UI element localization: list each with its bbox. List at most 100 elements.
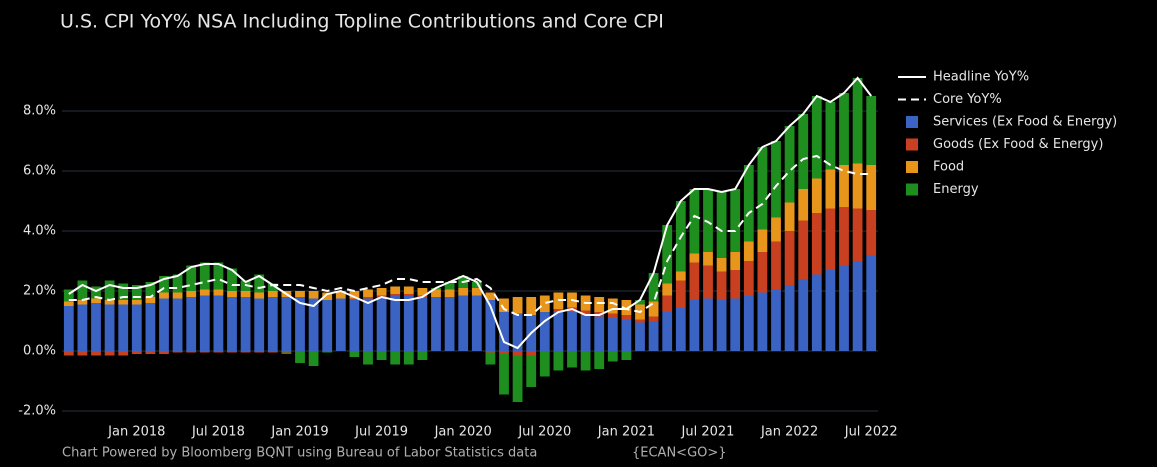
bar-segment xyxy=(63,351,74,356)
y-tick-label: 4.0% xyxy=(23,224,56,239)
bar-segment xyxy=(784,285,795,351)
bar-segment xyxy=(852,208,863,261)
bar-segment xyxy=(240,351,251,353)
bar-segment xyxy=(852,163,863,209)
bar-segment xyxy=(431,297,441,351)
bar-segment xyxy=(335,291,346,299)
bar-segment xyxy=(811,213,822,275)
bar-segment xyxy=(757,229,768,252)
bar-segment xyxy=(91,298,101,303)
bar-segment xyxy=(621,319,632,351)
bar-segment xyxy=(866,96,877,165)
footer: Chart Powered by Bloomberg BQNT using Bu… xyxy=(62,446,537,461)
bar-segment xyxy=(839,165,849,207)
bar-segment xyxy=(254,292,265,299)
bar-segment xyxy=(104,280,115,300)
bar-segment xyxy=(607,318,618,351)
legend-swatch xyxy=(906,138,918,151)
bar-segment xyxy=(186,297,197,351)
bar-segment xyxy=(444,282,455,290)
bar-segment xyxy=(417,288,428,296)
bar-segment xyxy=(703,189,713,252)
legend-label: Energy xyxy=(933,182,979,197)
bar-segment xyxy=(716,300,727,351)
bar-segment xyxy=(771,217,781,242)
bar-segment xyxy=(485,351,496,353)
bar-segment xyxy=(254,274,265,293)
bar-segment xyxy=(281,351,292,353)
bar-segment xyxy=(145,351,156,354)
x-tick-label: Jan 2018 xyxy=(107,425,165,440)
y-tick-label: 0.0% xyxy=(23,344,56,359)
line xyxy=(68,76,872,350)
x-tick-label: Jul 2019 xyxy=(354,425,408,440)
bar-segment xyxy=(852,78,863,164)
bar-segment xyxy=(798,279,809,351)
bar-segment xyxy=(580,310,591,315)
bar-segment xyxy=(866,255,877,351)
bar-segment xyxy=(335,298,346,351)
bar-segment xyxy=(662,295,673,312)
legend-label: Headline YoY% xyxy=(933,70,1029,85)
bar-segment xyxy=(295,291,305,297)
bar-segment xyxy=(403,286,414,294)
bar-segment xyxy=(675,280,686,308)
bar-segment xyxy=(118,300,129,305)
bar-segment xyxy=(526,351,537,356)
bar-segment xyxy=(607,298,618,314)
bar-segment xyxy=(784,126,795,203)
bar-segment xyxy=(104,304,115,351)
bar-segment xyxy=(757,252,768,293)
bar-segment xyxy=(730,270,741,299)
bar-segment xyxy=(743,295,754,351)
bar-segment xyxy=(308,351,319,366)
legend-swatch xyxy=(906,183,918,196)
bar-segment xyxy=(159,351,169,354)
ticker: {ECAN<GO>} xyxy=(632,446,727,461)
bar-segment xyxy=(363,297,373,299)
bar-segment xyxy=(743,241,754,261)
bar-segment xyxy=(281,297,292,351)
bar-segment xyxy=(553,351,564,371)
bar-segment xyxy=(145,303,156,351)
bar-segment xyxy=(553,312,564,351)
bar-segment xyxy=(635,322,645,351)
x-tick-label: Jul 2021 xyxy=(681,425,735,440)
bar-segment xyxy=(539,312,550,351)
bar-segment xyxy=(267,297,278,351)
bar-segment xyxy=(662,225,673,284)
x-tick-label: Jul 2022 xyxy=(844,425,898,440)
bar-segment xyxy=(159,298,169,351)
bar-segment xyxy=(716,258,727,272)
bar-segment xyxy=(485,292,496,300)
bar-segment xyxy=(403,295,414,351)
bar-segment xyxy=(635,319,645,323)
bar-segment xyxy=(281,352,292,354)
bar-segment xyxy=(118,351,129,356)
bar-segment xyxy=(607,351,618,362)
bar-segment xyxy=(376,297,387,351)
bar-segment xyxy=(186,351,197,353)
bar-segment xyxy=(390,351,401,365)
bar-segment xyxy=(77,280,88,300)
bar-segment xyxy=(199,262,210,290)
bar-segment xyxy=(349,291,360,299)
bar-segment xyxy=(811,274,822,351)
bar-segment xyxy=(621,315,632,320)
bar-segment xyxy=(172,274,183,293)
bar-segment xyxy=(703,265,713,299)
bar-segment xyxy=(349,300,360,351)
y-tick-label: 8.0% xyxy=(23,104,56,119)
bar-segment xyxy=(512,355,523,402)
bar-segment xyxy=(798,220,809,279)
bar-segment xyxy=(444,297,455,351)
chart-title: U.S. CPI YoY% NSA Including Topline Cont… xyxy=(60,11,664,33)
bar-segment xyxy=(227,268,237,291)
bar-segment xyxy=(63,289,74,302)
bar-segment xyxy=(689,189,700,254)
bar-segment xyxy=(267,291,278,297)
legend-swatch xyxy=(906,161,918,173)
bar-segment xyxy=(512,313,523,351)
bar-segment xyxy=(145,282,156,297)
bar-segment xyxy=(689,262,700,300)
